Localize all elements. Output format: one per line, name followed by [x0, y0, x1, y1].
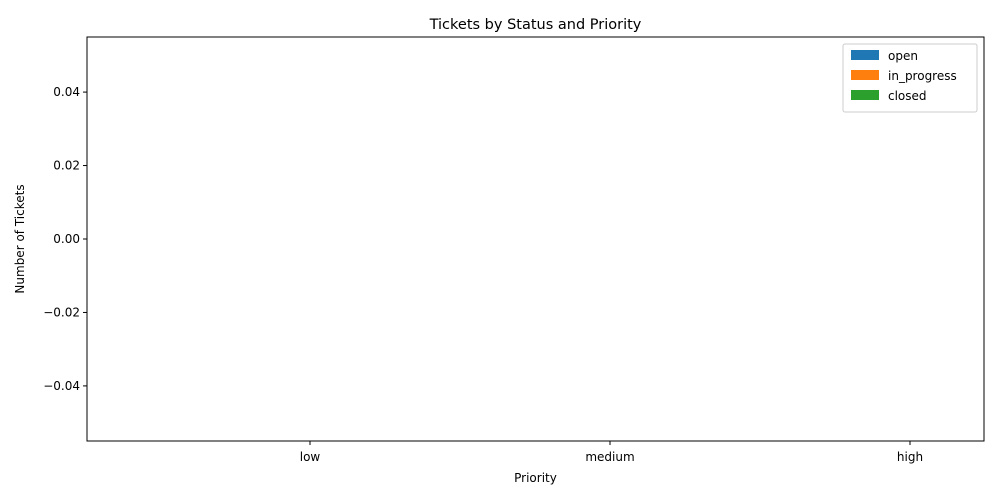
axes-frame — [86, 36, 985, 442]
legend-swatch-in_progress — [851, 70, 879, 80]
legend-swatch-open — [851, 50, 879, 60]
y-axis-label: Number of Tickets — [13, 184, 27, 293]
y-tick-label: 0.04 — [53, 85, 80, 99]
x-tick-label-low: low — [300, 450, 321, 464]
legend-label-in_progress: in_progress — [888, 69, 957, 83]
y-tick-label: 0.02 — [53, 159, 80, 173]
y-axis-ticks: −0.04 −0.02 0.00 0.02 0.04 — [43, 85, 87, 393]
chart-title: Tickets by Status and Priority — [429, 17, 642, 33]
x-axis-label: Priority — [514, 471, 557, 485]
legend-label-open: open — [888, 49, 918, 63]
legend-label-closed: closed — [888, 89, 927, 103]
y-tick-label: −0.02 — [43, 305, 80, 319]
x-tick-label-medium: medium — [585, 450, 634, 464]
y-tick-label: −0.04 — [43, 379, 80, 393]
y-tick-label: 0.00 — [53, 232, 80, 246]
legend-swatch-closed — [851, 90, 879, 100]
x-tick-label-high: high — [897, 450, 923, 464]
x-axis-ticks: low medium high — [300, 441, 923, 464]
